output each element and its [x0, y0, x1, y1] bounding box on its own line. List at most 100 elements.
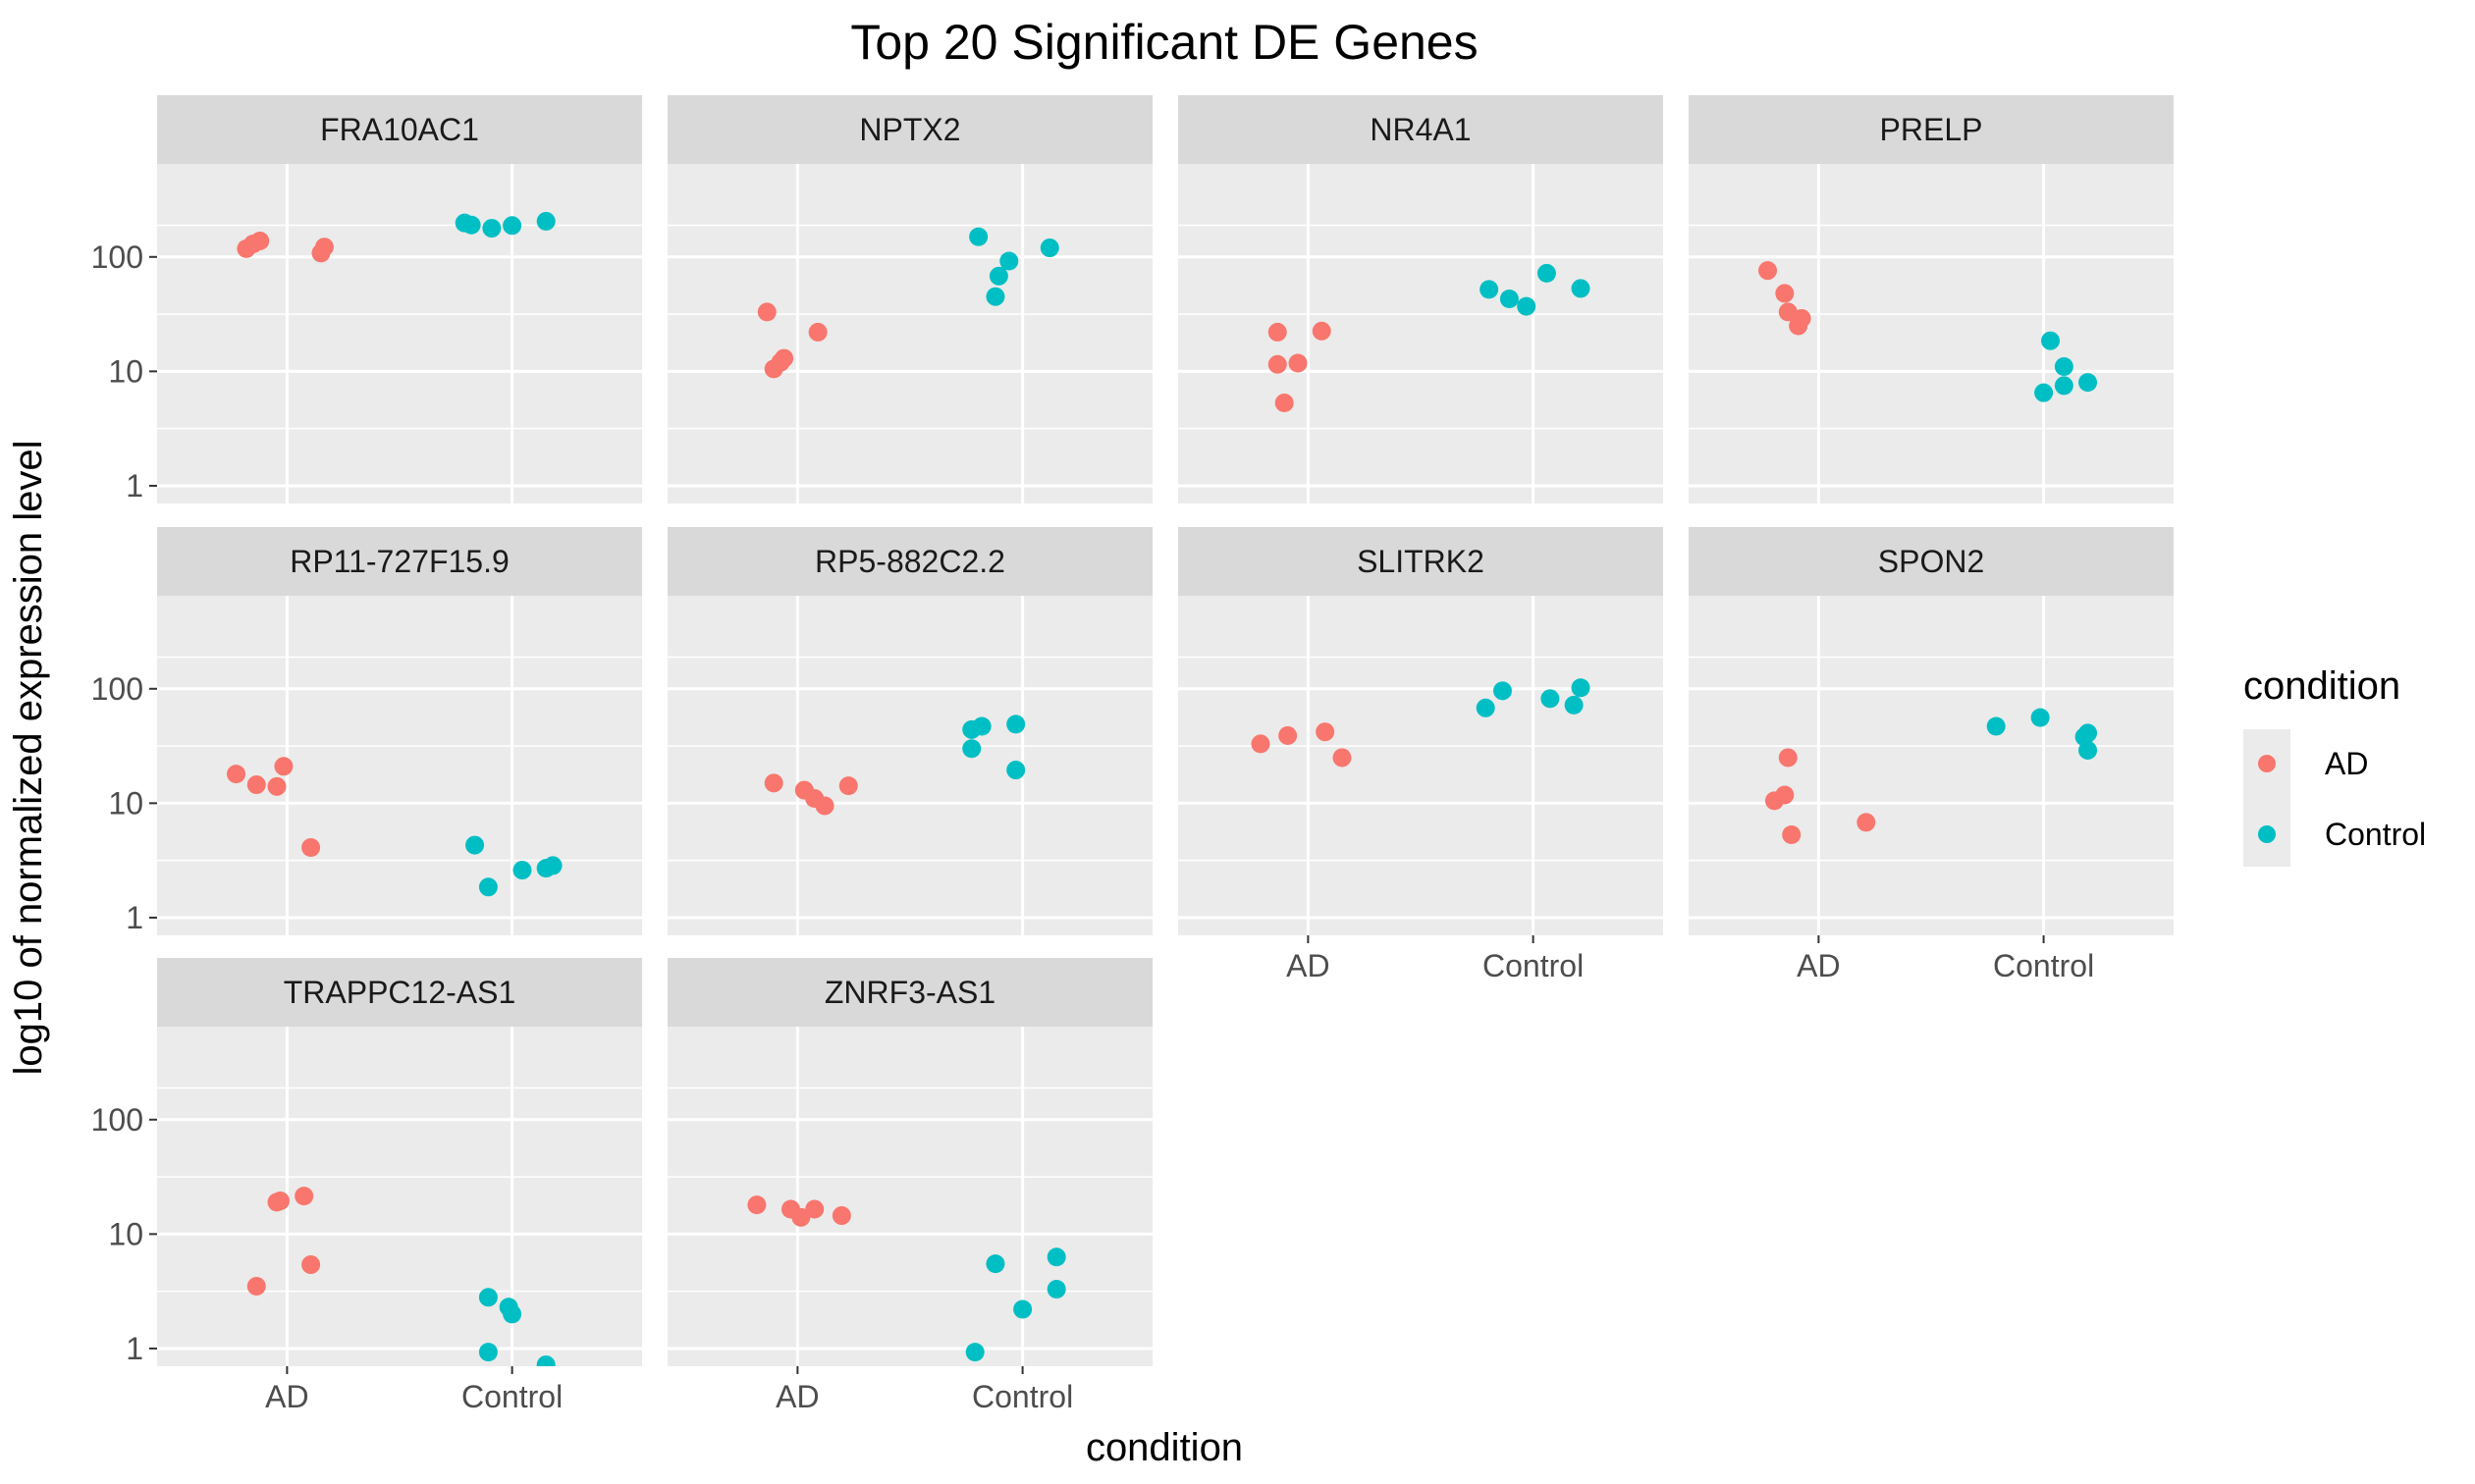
point-control [2041, 331, 2061, 350]
y-tick-label: 1 [126, 468, 143, 504]
point-ad [1274, 394, 1294, 413]
points [237, 211, 556, 263]
legend-label-ad: AD [2325, 746, 2368, 781]
facet-panel-fra10ac1: FRA10AC1 [157, 95, 642, 504]
point-control [2078, 723, 2098, 743]
point-ad [1782, 825, 1802, 845]
point-ad [1278, 725, 1298, 745]
point-ad [250, 231, 270, 250]
point-control [2054, 357, 2073, 377]
y-tick-label: 1 [126, 900, 143, 935]
point-control [1517, 296, 1536, 316]
point-ad [301, 1255, 321, 1275]
facet-strip-label: NR4A1 [1370, 112, 1471, 147]
point-control [965, 1343, 985, 1362]
panel-background [157, 164, 642, 504]
point-ad [747, 1195, 767, 1215]
facet-strip [157, 958, 642, 1027]
points [747, 1195, 1066, 1362]
facet-strip [157, 95, 642, 164]
y-tick-label: 10 [108, 785, 143, 821]
point-control [1006, 761, 1026, 780]
point-ad [1251, 734, 1270, 754]
point-control [478, 1343, 498, 1362]
y-tick-label: 100 [91, 671, 143, 707]
legend: condition AD Control [2243, 664, 2426, 867]
facet-panels: FRA10AC1 1 10 100 NPTX2 NR4A1 PRELP RP11-727F15… [91, 95, 2174, 1414]
point-control [536, 211, 556, 231]
facet-strip-label: SPON2 [1878, 544, 1984, 579]
facet-panel-prelp: PRELP [1689, 95, 2174, 504]
point-control [1480, 280, 1499, 299]
panel-background [668, 164, 1153, 504]
point-control [1047, 1247, 1066, 1267]
point-ad [1267, 354, 1287, 374]
facet-panel-trappc12-as1: TRAPPC12-AS1 [157, 958, 642, 1366]
point-control [2034, 383, 2054, 402]
facet-strip [1178, 527, 1663, 596]
point-control [1476, 698, 1495, 717]
facet-strip-label: FRA10AC1 [320, 112, 479, 147]
point-ad [246, 1277, 266, 1297]
facet-strip [1689, 527, 2174, 596]
facet-strip-label: TRAPPC12-AS1 [284, 975, 516, 1010]
facet-strip [157, 527, 642, 596]
point-control [1536, 263, 1556, 283]
panel-background [1178, 596, 1663, 935]
point-control [536, 1355, 556, 1366]
point-ad [246, 775, 266, 795]
point-ad [815, 796, 834, 816]
facet-panel-spon2: SPON2 [1689, 527, 2174, 935]
point-ad [295, 1187, 314, 1206]
points [1267, 263, 1590, 413]
point-ad [791, 1207, 811, 1227]
facet-strip-label: SLITRK2 [1357, 544, 1484, 579]
point-control [1040, 238, 1059, 258]
point-control [503, 1304, 522, 1324]
panel-background [1689, 596, 2174, 935]
point-control [1006, 715, 1026, 734]
point-control [512, 861, 532, 880]
legend-title: condition [2243, 664, 2400, 708]
point-control [543, 856, 563, 875]
x-tick-label: AD [265, 1379, 308, 1414]
points [1251, 678, 1590, 768]
facet-strip [668, 527, 1153, 596]
point-ad [267, 776, 287, 796]
facet-panel-slitrk2: SLITRK2 [1178, 527, 1663, 935]
facet-strip [668, 95, 1153, 164]
point-control [969, 227, 989, 246]
point-control [1986, 716, 2006, 736]
point-ad [301, 838, 321, 858]
facet-strip-label: RP11-727F15.9 [290, 544, 510, 579]
y-tick-label: 100 [91, 239, 143, 275]
point-ad [1288, 353, 1308, 373]
y-tick-label: 10 [108, 353, 143, 389]
x-axis-title: condition [1086, 1426, 1243, 1469]
facet-strip-label: NPTX2 [859, 112, 960, 147]
y-tick-label: 1 [126, 1331, 143, 1366]
legend-key-ad [2258, 755, 2276, 772]
panel-background [1178, 164, 1663, 504]
point-control [1047, 1279, 1066, 1298]
points [246, 1187, 556, 1366]
point-control [482, 219, 502, 238]
point-ad [757, 302, 777, 322]
point-control [1499, 290, 1519, 309]
panel-background [668, 1027, 1153, 1366]
facet-strip [1689, 95, 2174, 164]
x-tick-label: AD [1286, 948, 1329, 983]
point-ad [1332, 748, 1352, 768]
x-tick-label: Control [461, 1379, 563, 1414]
chart-title: Top 20 Significant DE Genes [850, 15, 1478, 70]
point-control [972, 716, 992, 736]
point-ad [1316, 722, 1335, 742]
point-control [465, 835, 485, 855]
facet-strip [668, 958, 1153, 1027]
points [1764, 708, 2098, 845]
point-control [2054, 376, 2073, 396]
point-ad [832, 1206, 851, 1226]
point-ad [838, 776, 858, 796]
panel-background [1689, 164, 2174, 504]
